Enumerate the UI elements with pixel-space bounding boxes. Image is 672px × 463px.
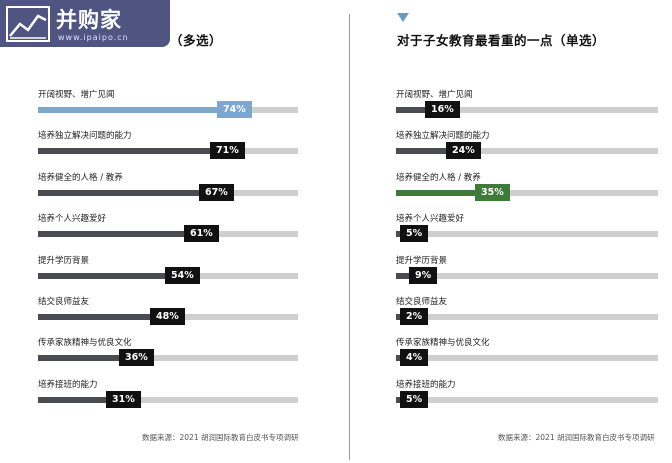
bar-category-label: 提升学历背景 bbox=[396, 255, 448, 266]
bar-value-label: 67% bbox=[199, 183, 234, 201]
bar-track: 5% bbox=[396, 390, 658, 408]
watermark-logo: 并购家 www.ipaipo.cn bbox=[0, 0, 170, 47]
bar-category-label: 培养健全的人格 / 教养 bbox=[38, 172, 123, 183]
bar-value-label: 4% bbox=[400, 349, 429, 367]
bar-value-label: 2% bbox=[400, 308, 429, 325]
bar-category-label: 培养独立解决问题的能力 bbox=[396, 131, 490, 142]
bar-track: 61% bbox=[38, 225, 298, 243]
bar-fill bbox=[38, 189, 212, 196]
bar-value-label: 36% bbox=[119, 349, 154, 367]
bar-fill bbox=[396, 314, 401, 320]
bar-category-label: 提升学历背景 bbox=[38, 255, 90, 266]
bar-track: 16% bbox=[396, 101, 658, 118]
bar-category-label: 结交良师益友 bbox=[396, 297, 448, 307]
bar-fill bbox=[396, 148, 459, 155]
bar-fill bbox=[396, 189, 488, 196]
right-source-note: 数据来源：2021 胡润国际教育白皮书专项调研 bbox=[498, 433, 655, 442]
bar-track: 31% bbox=[38, 390, 298, 408]
bar-value-label: 48% bbox=[150, 308, 185, 325]
bar-category-label: 结交良师益友 bbox=[38, 297, 90, 307]
bar-track: 54% bbox=[38, 266, 298, 284]
bar-track: 71% bbox=[38, 142, 298, 160]
bar-value-label: 71% bbox=[210, 142, 245, 160]
bar-category-label: 培养健全的人格 / 教养 bbox=[396, 172, 481, 183]
bar-value-label: 5% bbox=[400, 225, 429, 243]
bar-value-label: 54% bbox=[165, 266, 200, 284]
bar-track: 5% bbox=[396, 225, 658, 243]
bar-fill bbox=[38, 107, 230, 113]
bar-track: 67% bbox=[38, 183, 298, 201]
chart-logo-icon bbox=[6, 6, 50, 42]
triangle-marker-icon bbox=[397, 13, 409, 22]
bar-track: 35% bbox=[396, 183, 658, 201]
bar-value-label: 16% bbox=[425, 101, 460, 118]
bar-fill bbox=[38, 314, 163, 320]
bar-fill bbox=[38, 396, 119, 403]
bar-track: 4% bbox=[396, 349, 658, 367]
bar-value-label: 5% bbox=[400, 390, 429, 408]
bar-track: 2% bbox=[396, 308, 658, 325]
bar-track: 9% bbox=[396, 266, 658, 284]
bar-category-label: 传承家族精神与优良文化 bbox=[38, 338, 132, 349]
bar-category-label: 传承家族精神与优良文化 bbox=[396, 338, 490, 349]
bar-fill bbox=[38, 148, 223, 155]
bar-fill bbox=[396, 272, 420, 279]
panel-divider bbox=[349, 14, 350, 460]
bar-value-label: 35% bbox=[475, 183, 510, 201]
bar-category-label: 培养接班的能力 bbox=[396, 379, 456, 390]
bar-value-label: 61% bbox=[184, 225, 219, 243]
left-source-note: 数据来源：2021 胡润国际教育白皮书专项调研 bbox=[142, 433, 299, 442]
bar-fill bbox=[38, 355, 132, 362]
bar-category-label: 开阔视野、增广见闻 bbox=[38, 90, 115, 100]
left-chart-title: （多选） bbox=[170, 33, 223, 48]
bar-value-label: 31% bbox=[106, 390, 141, 408]
watermark-url: www.ipaipo.cn bbox=[58, 33, 129, 42]
bar-track: 48% bbox=[38, 308, 298, 325]
bar-category-label: 培养独立解决问题的能力 bbox=[38, 131, 132, 142]
bar-category-label: 培养个人兴趣爱好 bbox=[396, 214, 465, 225]
bar-category-label: 开阔视野、增广见闻 bbox=[396, 90, 473, 100]
bar-fill bbox=[38, 272, 178, 279]
bar-track: 74% bbox=[38, 101, 298, 118]
bar-category-label: 培养个人兴趣爱好 bbox=[38, 214, 107, 225]
bar-category-label: 培养接班的能力 bbox=[38, 379, 98, 390]
bar-value-label: 74% bbox=[217, 101, 252, 118]
right-chart-title: 对于子女教育最看重的一点（单选） bbox=[397, 33, 606, 48]
bar-value-label: 9% bbox=[409, 266, 438, 284]
bar-value-label: 24% bbox=[446, 142, 481, 160]
bar-track: 36% bbox=[38, 349, 298, 367]
bar-track: 24% bbox=[396, 142, 658, 160]
bar-fill bbox=[38, 231, 197, 238]
bar-fill bbox=[396, 107, 438, 113]
watermark-text: 并购家 bbox=[56, 8, 122, 32]
